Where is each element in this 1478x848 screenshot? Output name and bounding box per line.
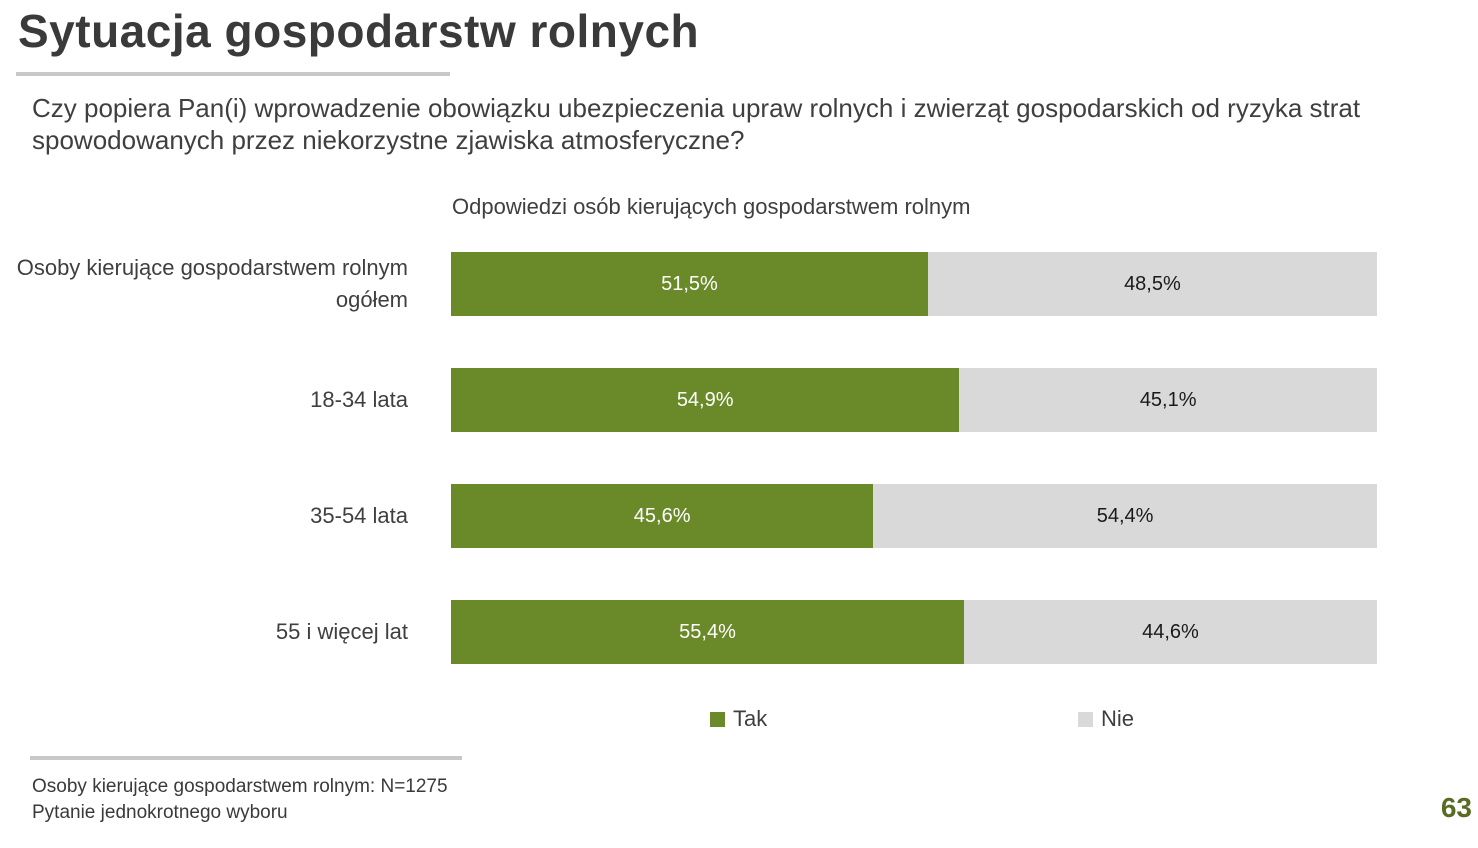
bar-segment-tak: 45,6% (451, 484, 874, 548)
bar-segment-nie: 44,6% (964, 600, 1377, 664)
legend-label-tak: Tak (733, 706, 768, 731)
bar-segment-tak: 55,4% (451, 600, 964, 664)
chart-title: Odpowiedzi osób kierujących gospodarstwe… (452, 194, 971, 219)
data-label: 51,5% (661, 272, 718, 295)
page-number: 63 (1440, 792, 1472, 823)
footnote-question-type: Pytanie jednokrotnego wyboru (32, 802, 288, 823)
footer-divider (30, 756, 462, 760)
category-label: 55 i więcej lat (275, 619, 408, 644)
data-label: 48,5% (1124, 272, 1181, 295)
bar-segment-tak: 54,9% (451, 368, 960, 432)
data-label: 54,9% (676, 388, 734, 411)
data-label: 54,4% (1096, 504, 1154, 527)
category-label: 18-34 lata (310, 387, 408, 412)
legend-swatch-tak (710, 711, 725, 727)
footnote-sample: Osoby kierujące gospodarstwem rolnym: N=… (32, 776, 448, 797)
data-label: 45,1% (1139, 388, 1197, 411)
bar-segment-nie: 54,4% (873, 484, 1377, 548)
legend-label-nie: Nie (1101, 706, 1135, 731)
legend-item-tak: Tak (710, 706, 767, 732)
legend-item-nie: Nie (1078, 706, 1134, 732)
data-label: 55,4% (679, 620, 736, 643)
category-label: 35-54 lata (310, 503, 408, 528)
legend-swatch-nie (1078, 711, 1093, 727)
bar-segment-tak: 51,5% (451, 252, 928, 316)
bar-segment-nie: 45,1% (959, 368, 1377, 432)
title-divider (16, 72, 450, 76)
category-label: Osoby kierujące gospodarstwem rolnym ogó… (16, 255, 408, 312)
data-label: 44,6% (1142, 620, 1199, 643)
survey-question: Czy popiera Pan(i) wprowadzenie obowiązk… (32, 93, 1361, 155)
data-label: 45,6% (633, 504, 691, 527)
bar-segment-nie: 48,5% (927, 252, 1377, 316)
page-title: Sytuacja gospodarstw rolnych (18, 5, 700, 57)
